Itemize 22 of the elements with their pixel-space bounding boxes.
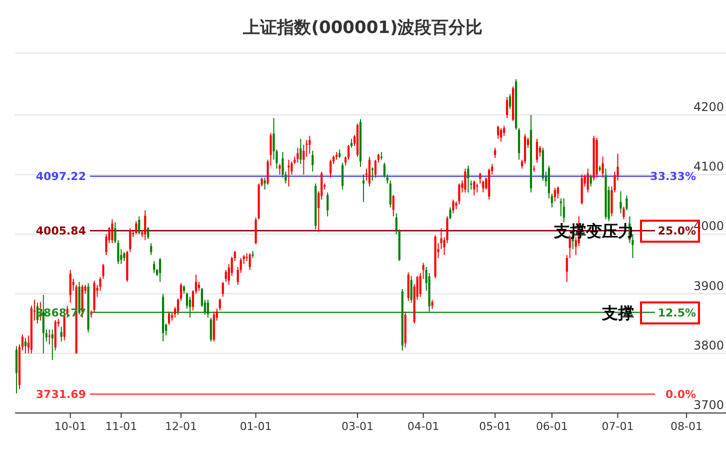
y-tick-label: 3700 bbox=[693, 398, 724, 412]
ref-line-label: 4005.84 bbox=[36, 224, 86, 238]
x-tick-label: 03-01 bbox=[342, 420, 374, 433]
x-tick-label: 07-01 bbox=[602, 420, 634, 433]
annotation: 12.5% bbox=[658, 306, 696, 320]
y-tick-label: 3800 bbox=[693, 338, 724, 352]
chart-title: 上证指数(000001)波段百分比 bbox=[242, 18, 483, 38]
y-tick-label: 4200 bbox=[693, 100, 724, 114]
x-tick-label: 05-01 bbox=[479, 420, 512, 433]
x-tick-label: 11-01 bbox=[105, 420, 138, 433]
x-tick-label: 10-01 bbox=[54, 420, 86, 433]
x-tick-label: 12-01 bbox=[165, 420, 197, 433]
ref-line-label: 4097.22 bbox=[36, 170, 86, 184]
y-tick-label: 3900 bbox=[693, 278, 724, 293]
x-tick-label: 06-01 bbox=[536, 420, 568, 433]
annotation: 0.0% bbox=[665, 388, 696, 402]
x-tick-label: 01-01 bbox=[240, 420, 272, 433]
x-tick-label: 04-01 bbox=[407, 420, 440, 433]
ref-line-label: 3731.69 bbox=[36, 388, 86, 402]
annotation: 33.33% bbox=[650, 170, 696, 184]
x-tick-label: 08-01 bbox=[670, 420, 703, 433]
y-tick-label: 4100 bbox=[693, 160, 724, 174]
